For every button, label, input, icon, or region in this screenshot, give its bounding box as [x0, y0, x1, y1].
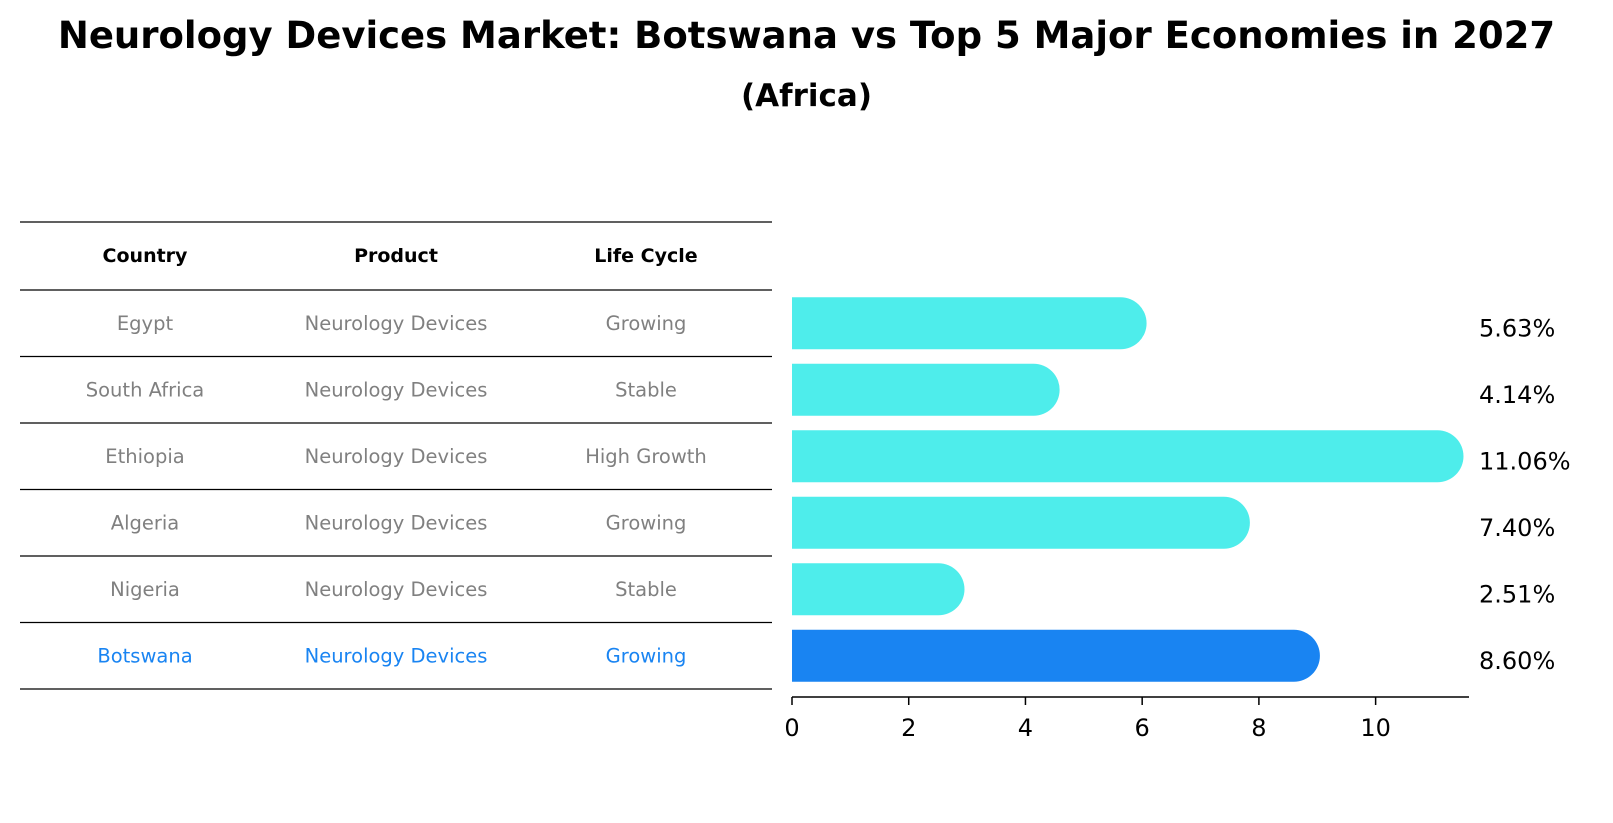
- bar-botswana: [792, 629, 1320, 682]
- table-cell-product: Neurology Devices: [305, 511, 488, 534]
- table-header-product: Product: [354, 245, 438, 267]
- table-cell-country: Egypt: [117, 312, 174, 335]
- value-label: 4.14%: [1479, 381, 1555, 409]
- x-tick-label: 8: [1251, 714, 1266, 742]
- bar-south-africa: [792, 363, 1060, 416]
- table-cell-product: Neurology Devices: [305, 312, 488, 335]
- x-tick-label: 10: [1360, 714, 1391, 742]
- bar-nigeria: [792, 563, 965, 616]
- table-cell-product: Neurology Devices: [305, 445, 488, 468]
- value-label: 8.60%: [1479, 647, 1555, 675]
- x-tick-label: 0: [784, 714, 799, 742]
- chart-subtitle: (Africa): [740, 78, 873, 114]
- table-cell-product: Neurology Devices: [305, 578, 488, 601]
- table-cell-product: Neurology Devices: [305, 378, 488, 401]
- chart-title: Neurology Devices Market: Botswana vs To…: [57, 14, 1556, 57]
- table-cell-country: Algeria: [111, 511, 180, 534]
- table-cell-country: Nigeria: [110, 578, 180, 601]
- x-tick-label: 4: [1018, 714, 1033, 742]
- table-cell-country: Ethiopia: [105, 445, 184, 468]
- table-header-life-cycle: Life Cycle: [594, 245, 697, 267]
- value-label: 7.40%: [1479, 514, 1555, 542]
- table-header-country: Country: [103, 245, 189, 267]
- table-cell-country: Botswana: [97, 644, 192, 667]
- bar-algeria: [792, 496, 1250, 549]
- value-label: 5.63%: [1479, 314, 1555, 342]
- table-cell-product: Neurology Devices: [305, 644, 488, 667]
- table-cell-life-cycle: Growing: [606, 312, 687, 335]
- table-cell-life-cycle: Stable: [615, 578, 677, 601]
- table-cell-life-cycle: High Growth: [585, 445, 707, 468]
- value-label: 11.06%: [1479, 447, 1571, 475]
- bar-ethiopia: [792, 430, 1464, 483]
- value-label: 2.51%: [1479, 580, 1555, 608]
- table-cell-country: South Africa: [86, 378, 205, 401]
- table-cell-life-cycle: Growing: [606, 511, 687, 534]
- bar-egypt: [792, 297, 1147, 350]
- table-cell-life-cycle: Stable: [615, 378, 677, 401]
- x-tick-label: 2: [901, 714, 916, 742]
- table-cell-life-cycle: Growing: [606, 644, 687, 667]
- x-tick-label: 6: [1135, 714, 1150, 742]
